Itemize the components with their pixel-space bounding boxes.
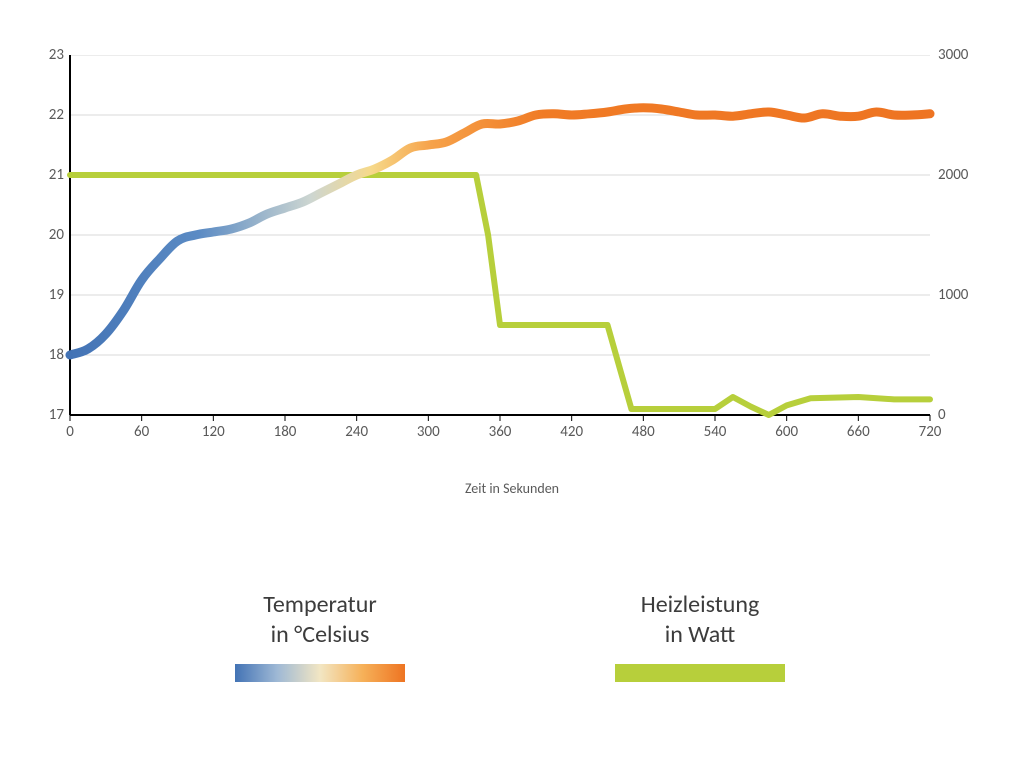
legend-power: Heizleistung in Watt (560, 590, 840, 682)
x-tick: 360 (480, 423, 520, 441)
y-right-tick: 1000 (938, 286, 988, 304)
y-right-tick: 3000 (938, 46, 988, 64)
x-tick: 0 (50, 423, 90, 441)
x-tick: 720 (910, 423, 950, 441)
x-tick: 300 (408, 423, 448, 441)
y-left-tick: 17 (30, 406, 64, 424)
y-right-tick: 2000 (938, 166, 988, 184)
x-tick: 660 (838, 423, 878, 441)
y-left-tick: 22 (30, 106, 64, 124)
y-left-tick: 18 (30, 346, 64, 364)
x-tick: 540 (695, 423, 735, 441)
x-tick: 420 (552, 423, 592, 441)
y-left-tick: 20 (30, 226, 64, 244)
chart-container: 1718192021222301000200030000601201802403… (30, 55, 990, 445)
legend-temperature-line2: in °Celsius (180, 620, 460, 650)
legend-power-swatch (615, 664, 785, 682)
legend-temperature-swatch (235, 664, 405, 682)
x-tick: 240 (337, 423, 377, 441)
legend-power-line2: in Watt (560, 620, 840, 650)
legend-temperature: Temperatur in °Celsius (180, 590, 460, 682)
legend-temperature-line1: Temperatur (180, 590, 460, 620)
y-right-tick: 0 (938, 406, 988, 424)
x-tick: 120 (193, 423, 233, 441)
x-tick: 180 (265, 423, 305, 441)
y-left-tick: 19 (30, 286, 64, 304)
chart-svg (30, 55, 990, 445)
legend: Temperatur in °Celsius Heizleistung in W… (0, 590, 1024, 740)
x-axis-label: Zeit in Sekunden (0, 480, 1024, 497)
legend-power-line1: Heizleistung (560, 590, 840, 620)
x-tick: 600 (767, 423, 807, 441)
y-left-tick: 21 (30, 166, 64, 184)
x-tick: 60 (122, 423, 162, 441)
y-left-tick: 23 (30, 46, 64, 64)
x-tick: 480 (623, 423, 663, 441)
